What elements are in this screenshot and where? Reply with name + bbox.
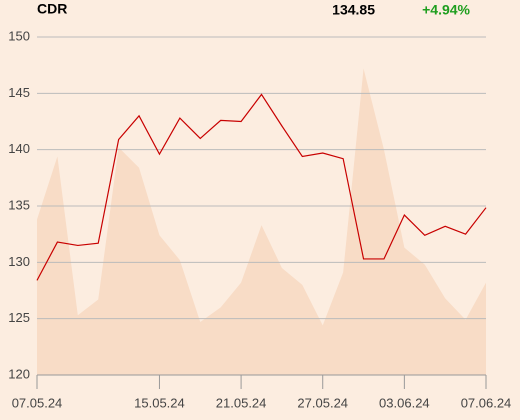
y-tick-label: 140 bbox=[8, 141, 30, 156]
y-tick-label: 150 bbox=[8, 28, 30, 43]
x-tick-label: 07.06.24 bbox=[461, 395, 512, 410]
price: 134.85 bbox=[332, 2, 375, 18]
x-tick-label: 21.05.24 bbox=[216, 395, 267, 410]
x-tick-label: 03.06.24 bbox=[379, 395, 430, 410]
y-tick-label: 135 bbox=[8, 197, 30, 212]
change: +4.94% bbox=[422, 2, 470, 18]
x-tick-label: 07.05.24 bbox=[12, 395, 63, 410]
price-line bbox=[36, 93, 487, 281]
x-tick-label: 15.05.24 bbox=[134, 395, 185, 410]
y-tick-label: 120 bbox=[8, 366, 30, 381]
symbol: CDR bbox=[37, 1, 67, 17]
y-tick-label: 125 bbox=[8, 310, 30, 325]
area bbox=[37, 68, 486, 376]
x-tick-label: 27.05.24 bbox=[297, 395, 348, 410]
y-tick-label: 145 bbox=[8, 85, 30, 100]
y-tick-label: 130 bbox=[8, 254, 30, 269]
